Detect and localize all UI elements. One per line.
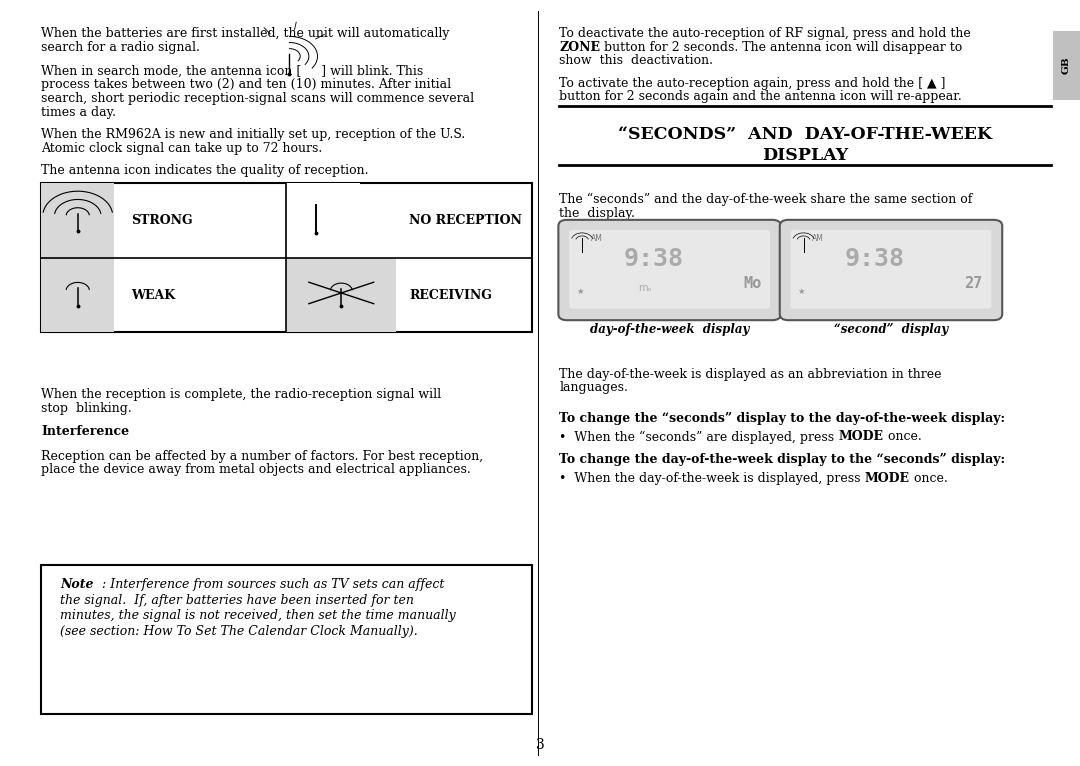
- Bar: [286, 257, 396, 332]
- Text: (see section: How To Set The Calendar Clock Manually).: (see section: How To Set The Calendar Cl…: [60, 624, 418, 637]
- Text: •  When the day-of-the-week is displayed, press: • When the day-of-the-week is displayed,…: [559, 472, 865, 485]
- Text: stop  blinking.: stop blinking.: [41, 402, 132, 415]
- Text: search for a radio signal.: search for a radio signal.: [41, 41, 200, 54]
- Text: The antenna icon indicates the quality of reception.: The antenna icon indicates the quality o…: [41, 164, 368, 177]
- Bar: [1053, 31, 1080, 100]
- FancyBboxPatch shape: [558, 220, 781, 320]
- Text: GB: GB: [1062, 56, 1071, 74]
- Text: once.: once.: [910, 472, 947, 485]
- Text: Reception can be affected by a number of factors. For best reception,: Reception can be affected by a number of…: [41, 450, 483, 463]
- Text: AM: AM: [812, 234, 824, 243]
- Text: When the reception is complete, the radio-reception signal will: When the reception is complete, the radi…: [41, 388, 441, 401]
- Text: place the device away from metal objects and electrical appliances.: place the device away from metal objects…: [41, 463, 471, 476]
- Text: MODE: MODE: [838, 430, 883, 444]
- Text: Note: Note: [60, 578, 94, 591]
- Bar: [41, 183, 532, 332]
- FancyBboxPatch shape: [780, 220, 1002, 320]
- Text: When in search mode, the antenna icon [     ] will blink. This: When in search mode, the antenna icon [ …: [41, 64, 423, 77]
- Text: day-of-the-week  display: day-of-the-week display: [590, 323, 750, 336]
- Text: show  this  deactivation.: show this deactivation.: [559, 54, 714, 67]
- FancyBboxPatch shape: [569, 230, 770, 309]
- Bar: [41, 183, 114, 257]
- Text: Mo: Mo: [743, 276, 761, 291]
- Text: times a day.: times a day.: [41, 106, 116, 119]
- Text: STRONG: STRONG: [131, 214, 192, 227]
- Text: The “seconds” and the day-of-the-week share the same section of: The “seconds” and the day-of-the-week sh…: [559, 193, 973, 206]
- Text: To change the day-of-the-week display to the “seconds” display:: To change the day-of-the-week display to…: [559, 453, 1005, 466]
- Text: button for 2 seconds. The antenna icon will disappear to: button for 2 seconds. The antenna icon w…: [600, 41, 962, 54]
- Text: languages.: languages.: [559, 381, 629, 394]
- Text: the signal.  If, after batteries have been inserted for ten: the signal. If, after batteries have bee…: [60, 594, 415, 607]
- Text: : Interference from sources such as TV sets can affect: : Interference from sources such as TV s…: [102, 578, 444, 591]
- Text: 9:38: 9:38: [623, 247, 684, 271]
- Text: To change the “seconds” display to the day-of-the-week display:: To change the “seconds” display to the d…: [559, 412, 1005, 425]
- Text: 3: 3: [536, 738, 544, 751]
- Bar: [41, 257, 114, 332]
- Text: When the batteries are first installed, the unit will automatically: When the batteries are first installed, …: [41, 27, 449, 40]
- Text: AM: AM: [591, 234, 603, 243]
- Text: ZONE: ZONE: [559, 41, 600, 54]
- Bar: [286, 183, 360, 257]
- Text: the  display.: the display.: [559, 207, 635, 220]
- Text: To activate the auto-reception again, press and hold the [ ▲ ]: To activate the auto-reception again, pr…: [559, 77, 946, 90]
- Text: 27: 27: [964, 276, 983, 291]
- Text: When the RM962A is new and initially set up, reception of the U.S.: When the RM962A is new and initially set…: [41, 128, 465, 141]
- Text: button for 2 seconds again and the antenna icon will re-appear.: button for 2 seconds again and the anten…: [559, 90, 962, 103]
- Text: 9:38: 9:38: [845, 247, 905, 271]
- Text: •  When the “seconds” are displayed, press: • When the “seconds” are displayed, pres…: [559, 430, 838, 444]
- Text: NO RECEPTION: NO RECEPTION: [409, 214, 522, 227]
- Text: DISPLAY: DISPLAY: [762, 147, 848, 164]
- Text: minutes, the signal is not received, then set the time manually: minutes, the signal is not received, the…: [60, 609, 456, 622]
- Text: MODE: MODE: [865, 472, 910, 485]
- Text: search, short periodic reception-signal scans will commence several: search, short periodic reception-signal …: [41, 92, 474, 105]
- FancyBboxPatch shape: [791, 230, 991, 309]
- Text: Interference: Interference: [41, 425, 130, 438]
- Text: “second”  display: “second” display: [834, 323, 948, 336]
- Text: ★: ★: [577, 286, 583, 296]
- Text: mₒ: mₒ: [638, 283, 652, 293]
- Text: process takes between two (2) and ten (10) minutes. After initial: process takes between two (2) and ten (1…: [41, 78, 451, 91]
- Text: ★: ★: [798, 286, 805, 296]
- Text: WEAK: WEAK: [131, 289, 175, 302]
- Text: To deactivate the auto-reception of RF signal, press and hold the: To deactivate the auto-reception of RF s…: [559, 27, 971, 40]
- Text: once.: once.: [883, 430, 921, 444]
- Text: Atomic clock signal can take up to 72 hours.: Atomic clock signal can take up to 72 ho…: [41, 142, 322, 155]
- Text: RECEIVING: RECEIVING: [409, 289, 492, 302]
- Text: The day-of-the-week is displayed as an abbreviation in three: The day-of-the-week is displayed as an a…: [559, 368, 942, 381]
- Text: “SECONDS”  AND  DAY-OF-THE-WEEK: “SECONDS” AND DAY-OF-THE-WEEK: [618, 126, 993, 142]
- Bar: [41, 565, 532, 714]
